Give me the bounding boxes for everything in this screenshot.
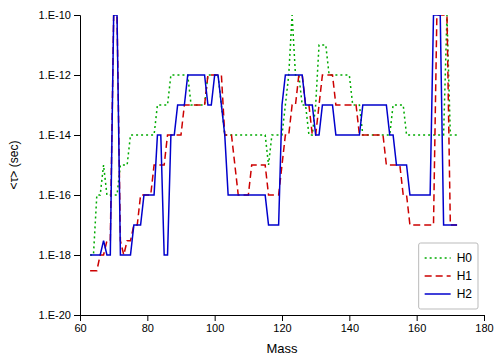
- x-axis: 60 80 100 120 140 160 180: [74, 315, 493, 334]
- tick-mark: [74, 315, 80, 316]
- tick: 1.E-14: [39, 129, 80, 141]
- tick-mark: [74, 135, 80, 136]
- tick: 100: [206, 315, 224, 334]
- legend-swatch: [425, 293, 451, 295]
- tick-mark: [74, 195, 80, 196]
- tick: 120: [273, 315, 291, 334]
- y-axis: 1.E-20 1.E-18 1.E-16 1.E-14 1.E-12 1.E-10: [39, 9, 81, 321]
- tick-label: 1.E-12: [39, 69, 71, 81]
- tick-label: 140: [341, 322, 359, 334]
- series-line: [90, 15, 457, 271]
- chart: 60801001201401601801.E-201.E-181.E-161.E…: [0, 0, 500, 363]
- tick-label: 1.E-16: [39, 189, 71, 201]
- chart-container: 60801001201401601801.E-201.E-181.E-161.E…: [0, 0, 500, 363]
- legend-label: H0: [457, 251, 473, 265]
- tick-mark: [417, 315, 418, 321]
- tick-label: 60: [74, 322, 86, 334]
- tick-label: 180: [475, 322, 493, 334]
- legend: H0 H1 H2: [419, 243, 478, 309]
- tick: 80: [142, 315, 154, 334]
- tick: 60: [74, 315, 86, 334]
- legend-label: H1: [457, 269, 473, 283]
- tick-label: 1.E-20: [39, 309, 71, 321]
- tick-mark: [74, 15, 80, 16]
- tick-label: 1.E-14: [39, 129, 71, 141]
- series-line: [90, 15, 457, 255]
- legend-swatch: [425, 275, 451, 277]
- plot: 60801001201401601801.E-201.E-181.E-161.E…: [7, 9, 494, 356]
- marks: [90, 15, 457, 271]
- tick-label: 1.E-18: [39, 249, 71, 261]
- tick: 140: [341, 315, 359, 334]
- tick-mark: [74, 75, 80, 76]
- axis-line: [74, 16, 81, 316]
- tick-mark: [484, 315, 485, 321]
- tick: 1.E-10: [39, 9, 80, 21]
- tick: 180: [475, 315, 493, 334]
- tick-label: 100: [206, 322, 224, 334]
- tick-mark: [147, 315, 148, 321]
- y-axis-title: <τ> (sec): [7, 141, 21, 190]
- legend-swatch: [425, 257, 451, 259]
- x-axis-title: Mass: [266, 341, 298, 356]
- tick-label: 120: [273, 322, 291, 334]
- tick-label: 80: [142, 322, 154, 334]
- legend-box: [419, 243, 478, 309]
- tick-label: 1.E-10: [39, 9, 71, 21]
- axis-line: [81, 316, 485, 322]
- tick-mark: [282, 315, 283, 321]
- tick: 1.E-18: [39, 249, 80, 261]
- tick: 1.E-12: [39, 69, 80, 81]
- tick-mark: [215, 315, 216, 321]
- tick-label: 160: [408, 322, 426, 334]
- tick: 1.E-16: [39, 189, 80, 201]
- tick: 160: [408, 315, 426, 334]
- series-line: [90, 15, 457, 255]
- tick: 1.E-20: [39, 309, 80, 321]
- tick-mark: [349, 315, 350, 321]
- legend-label: H2: [457, 287, 473, 301]
- tick-mark: [74, 255, 80, 256]
